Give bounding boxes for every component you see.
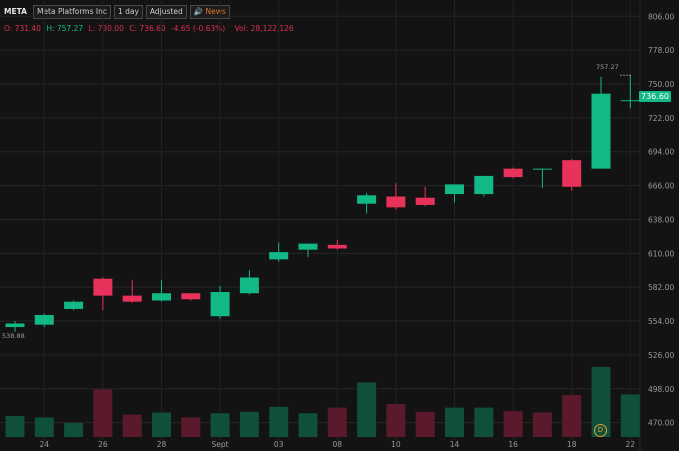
high-value: H: 757.27 bbox=[46, 24, 84, 33]
volume-bar bbox=[327, 407, 347, 437]
candle-body bbox=[34, 315, 54, 325]
adjusted-button[interactable]: Adjusted bbox=[145, 5, 187, 19]
last-price-tag: 736.60 bbox=[639, 91, 671, 102]
date-axis-label: 03 bbox=[274, 440, 284, 449]
candle-body bbox=[239, 277, 259, 294]
price-axis-label: 778.00 bbox=[648, 46, 674, 55]
price-axis-label: 470.00 bbox=[648, 419, 674, 428]
volume-bar bbox=[64, 423, 84, 437]
date-axis-label: 08 bbox=[333, 440, 343, 449]
volume-bar bbox=[591, 367, 611, 437]
volume-bar bbox=[34, 417, 54, 437]
candle-body bbox=[415, 197, 435, 205]
candle-body bbox=[386, 196, 406, 208]
volume-bar bbox=[415, 411, 435, 437]
volume-bar bbox=[357, 382, 377, 437]
candle-body bbox=[620, 100, 640, 102]
candle-body bbox=[327, 244, 347, 249]
open-value: O: 731.40 bbox=[4, 24, 41, 33]
candle-body bbox=[181, 293, 201, 300]
candle-body bbox=[5, 323, 25, 328]
high-marker-label: 757.27 bbox=[596, 63, 619, 71]
volume-bar bbox=[152, 412, 171, 437]
dividend-event-marker[interactable]: D bbox=[594, 424, 607, 437]
date-axis-label: 26 bbox=[98, 440, 108, 449]
price-axis-label: 498.00 bbox=[648, 385, 674, 394]
candle-body bbox=[357, 195, 377, 204]
change-value: -4.65 (-0.63%) bbox=[171, 24, 226, 33]
low-marker-label: 538.88 bbox=[2, 332, 25, 340]
price-axis-label: 750.00 bbox=[648, 80, 674, 89]
date-axis-label: 10 bbox=[391, 440, 401, 449]
volume-bar bbox=[386, 404, 406, 437]
low-value: L: 730.00 bbox=[88, 24, 124, 33]
candle-body bbox=[269, 252, 289, 260]
company-name-button[interactable]: Meta Platforms Inc bbox=[32, 5, 111, 19]
volume-value: Vol: 28,122,126 bbox=[234, 24, 294, 33]
volume-bar bbox=[239, 411, 259, 437]
price-axis-label: 554.00 bbox=[648, 317, 674, 326]
date-axis-label: Sept bbox=[212, 440, 229, 449]
price-axis-label: 806.00 bbox=[648, 12, 674, 21]
candle-body bbox=[591, 93, 611, 169]
candle-body bbox=[532, 168, 552, 170]
candle-body bbox=[152, 293, 171, 301]
price-axis-label: 610.00 bbox=[648, 249, 674, 258]
volume-bar bbox=[122, 414, 142, 437]
ohlc-legend: O: 731.40 H: 757.27 L: 730.00 C: 736.60 … bbox=[4, 24, 297, 33]
speaker-icon: 🔊 bbox=[193, 7, 204, 16]
interval-button[interactable]: 1 day bbox=[113, 5, 143, 19]
volume-bar bbox=[562, 395, 582, 437]
date-axis-label: 14 bbox=[450, 440, 460, 449]
volume-bar bbox=[620, 394, 640, 437]
volume-bar bbox=[269, 406, 289, 437]
candle-body bbox=[210, 292, 230, 317]
volume-bar bbox=[210, 413, 230, 437]
volume-bar bbox=[5, 416, 25, 437]
date-axis-label: 18 bbox=[567, 440, 577, 449]
date-axis-label: 24 bbox=[40, 440, 50, 449]
symbol-label[interactable]: META bbox=[4, 7, 27, 16]
candle-body bbox=[93, 278, 113, 296]
candle-body bbox=[474, 175, 494, 195]
volume-bar bbox=[93, 389, 113, 437]
price-axis-label: 666.00 bbox=[648, 182, 674, 191]
volume-bar bbox=[445, 407, 464, 437]
volume-bar bbox=[503, 411, 523, 437]
date-axis-label: 28 bbox=[157, 440, 167, 449]
close-value: C: 736.60 bbox=[129, 24, 166, 33]
candle-body bbox=[503, 168, 523, 178]
candle-body bbox=[562, 160, 582, 187]
candle-body bbox=[445, 184, 464, 195]
date-axis-label: 22 bbox=[626, 440, 636, 449]
candle-body bbox=[122, 295, 142, 302]
price-axis-label: 694.00 bbox=[648, 148, 674, 157]
volume-bar bbox=[181, 417, 201, 437]
candle-body bbox=[298, 243, 318, 250]
volume-bar bbox=[474, 407, 494, 437]
price-axis-label: 722.00 bbox=[648, 114, 674, 123]
volume-bar bbox=[532, 412, 552, 437]
volume-bar bbox=[298, 413, 318, 437]
price-axis-label: 526.00 bbox=[648, 351, 674, 360]
news-label: News bbox=[205, 7, 226, 16]
price-axis-label: 638.00 bbox=[648, 215, 674, 224]
price-axis-label: 582.00 bbox=[648, 283, 674, 292]
candle-body bbox=[64, 301, 84, 309]
date-axis-label: 16 bbox=[508, 440, 518, 449]
